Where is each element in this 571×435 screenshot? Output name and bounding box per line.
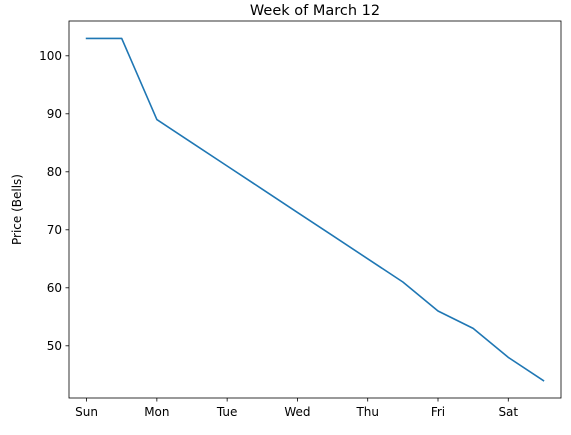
x-axis-ticks: Sun Mon Tue Wed Thu Fri Sat [75,398,518,419]
y-tick-label: 70 [47,223,62,237]
x-tick-label: Fri [431,405,445,419]
x-tick-label: Tue [216,405,238,419]
y-tick-label: 100 [39,49,62,63]
x-tick-label: Mon [144,405,169,419]
y-tick-label: 60 [47,281,62,295]
x-tick-label: Wed [284,405,310,419]
plot-area-frame [68,20,562,399]
x-tick-label: Thu [355,405,379,419]
y-axis-ticks: 50 60 70 80 90 100 [39,49,69,353]
y-tick-label: 90 [47,107,62,121]
y-tick-label: 50 [47,339,62,353]
series-layer [85,37,545,382]
x-tick-label: Sun [75,405,98,419]
y-axis-label: Price (Bells) [10,174,24,245]
x-tick-label: Sat [498,405,518,419]
chart-title: Week of March 12 [250,3,380,19]
series-line [85,37,545,382]
y-tick-label: 80 [47,165,62,179]
